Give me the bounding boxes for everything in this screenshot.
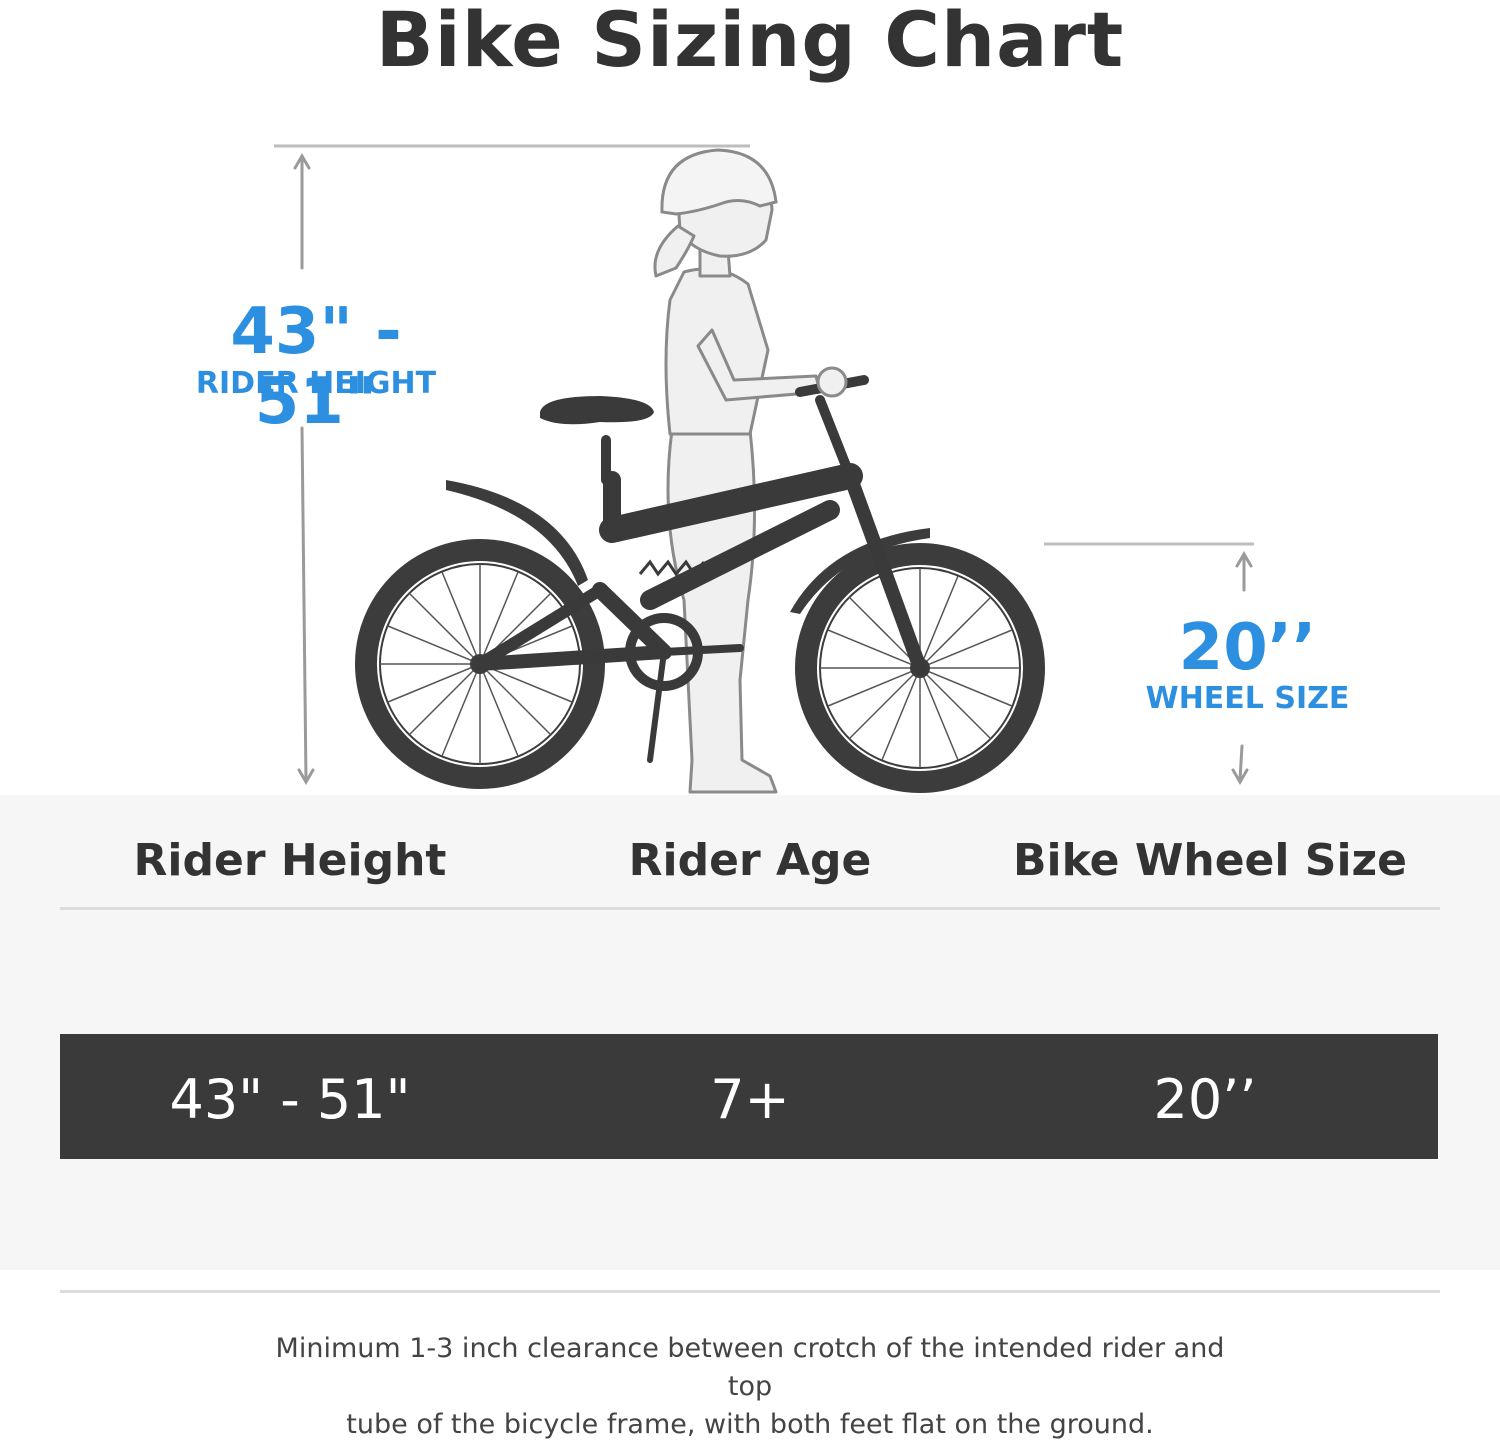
rider-height-label: RIDER HEIGHT bbox=[195, 366, 437, 401]
rider-height-value: 43" - 51" bbox=[230, 295, 402, 439]
handlebar-grip bbox=[816, 366, 848, 398]
clearance-note-line-1: Minimum 1-3 inch clearance between crotc… bbox=[275, 1333, 1225, 1402]
rear-fender bbox=[446, 480, 588, 586]
rider-figure bbox=[653, 156, 822, 794]
clearance-note-line-2: tube of the bicycle frame, with both fee… bbox=[346, 1409, 1154, 1440]
crankset bbox=[625, 613, 703, 691]
wheel-size-value: 20’’ bbox=[1178, 611, 1317, 685]
header-rider-height: Rider Height bbox=[133, 835, 447, 886]
wheel-size-arrow bbox=[1231, 551, 1253, 785]
header-divider bbox=[60, 907, 1440, 910]
header-rider-age: Rider Age bbox=[628, 835, 872, 886]
page-title: Bike Sizing Chart bbox=[375, 0, 1125, 84]
sizing-table-background bbox=[0, 795, 1500, 1270]
rider-height-arrow bbox=[293, 153, 315, 785]
bike-rider-illustration bbox=[274, 144, 1254, 794]
cell-rider-height: 43" - 51" bbox=[169, 1068, 411, 1131]
wheel-size-label: WHEEL SIZE bbox=[1145, 681, 1350, 716]
front-fender bbox=[790, 528, 930, 614]
cell-wheel-size: 20’’ bbox=[1153, 1068, 1257, 1131]
helmet bbox=[660, 148, 778, 216]
cell-rider-age: 7+ bbox=[710, 1068, 790, 1131]
footer-divider bbox=[60, 1290, 1440, 1293]
rear-shock bbox=[638, 559, 706, 577]
clearance-note: Minimum 1-3 inch clearance between crotc… bbox=[250, 1330, 1250, 1444]
bike-seat bbox=[540, 396, 654, 425]
sizing-row-band bbox=[60, 1034, 1438, 1159]
header-bike-wheel-size: Bike Wheel Size bbox=[1012, 835, 1408, 886]
